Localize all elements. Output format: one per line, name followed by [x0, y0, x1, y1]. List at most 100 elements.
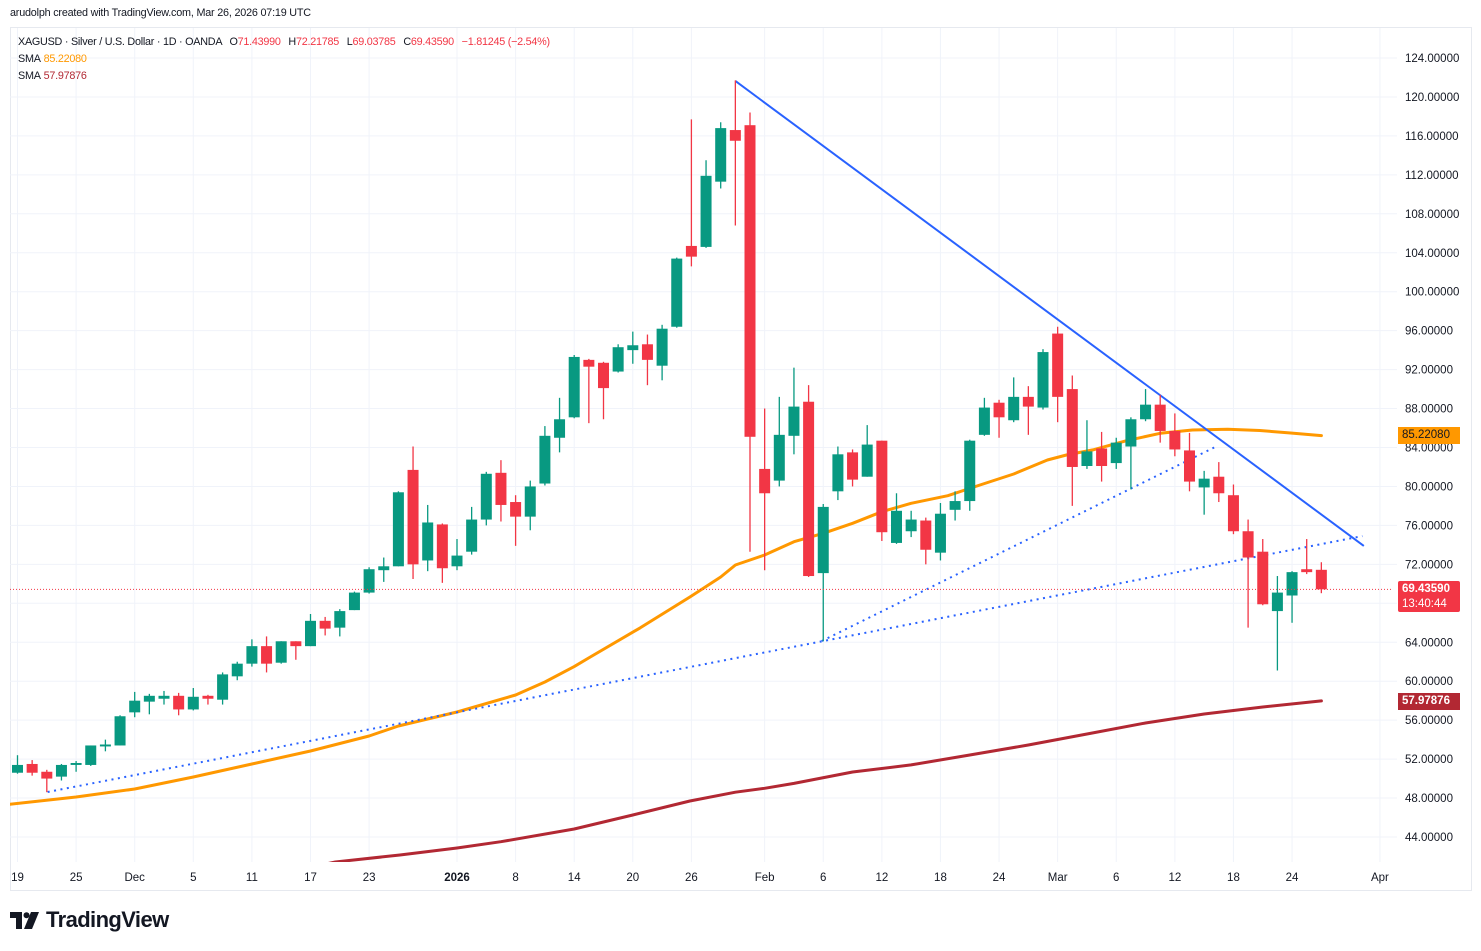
time-tick-label: 14 [568, 872, 581, 884]
price-tick-label: 112.00000 [1405, 170, 1459, 182]
time-tick-label: 12 [875, 872, 888, 884]
candle-body [803, 401, 815, 577]
candle-body [1257, 551, 1269, 605]
candle [1154, 394, 1166, 443]
close-value: 69.43590 [410, 36, 454, 48]
candle [715, 122, 727, 189]
candle-body [1315, 569, 1327, 590]
candle-body [817, 506, 829, 574]
candle [685, 119, 697, 267]
candle [700, 160, 712, 248]
indicator-name: SMA [18, 53, 41, 65]
price-axis: 124.00000 120.00000 116.00000 112.00000 108.… [1405, 53, 1459, 844]
candle [466, 506, 478, 555]
candle [847, 449, 859, 487]
candle-body [1198, 478, 1210, 488]
candle [876, 440, 888, 541]
candle [246, 639, 258, 667]
candle-body [158, 695, 170, 699]
candlestick-series [12, 80, 1327, 793]
candle-body [187, 696, 199, 710]
candle-body [422, 522, 434, 561]
candle [568, 354, 580, 419]
candle-body [275, 641, 287, 663]
candle-body [627, 345, 639, 351]
candle [114, 715, 126, 746]
moving-average-layer [10, 427, 1323, 862]
candle [392, 491, 404, 567]
price-tick-label: 56.00000 [1405, 715, 1453, 727]
candle-body [12, 764, 23, 773]
candle-body [1052, 333, 1064, 397]
candle-body [510, 502, 522, 517]
candle-body [1154, 404, 1166, 431]
price-tick-label: 124.00000 [1405, 53, 1459, 65]
candle-body [861, 444, 873, 477]
ohlc-close: C69.43590 [403, 36, 454, 48]
candle [158, 690, 170, 705]
ohlc-open: O71.43990 [229, 36, 280, 48]
time-tick-label: 26 [685, 872, 698, 884]
candle [1242, 519, 1254, 628]
candle-body [744, 125, 756, 437]
candle [1037, 349, 1049, 410]
candle-body [656, 328, 668, 366]
candle-body [1110, 442, 1122, 464]
tradingview-logo-text: TradingView [46, 907, 169, 932]
candle [803, 385, 815, 578]
candle-body [934, 513, 946, 553]
candle [788, 367, 800, 455]
candle [55, 763, 67, 781]
time-tick-label: 18 [934, 872, 947, 884]
candle-body [41, 771, 53, 779]
sma-fast-price-label: 85.22080 [1398, 427, 1460, 444]
candle [1257, 539, 1269, 606]
time-tick-label: 23 [363, 872, 376, 884]
candle-body [891, 510, 902, 543]
candle [231, 661, 243, 681]
candle [319, 616, 331, 636]
candle [1213, 462, 1225, 503]
price-tick-label: 64.00000 [1405, 637, 1453, 649]
candle-body [964, 440, 976, 502]
candle-body [26, 763, 38, 773]
candle [773, 396, 785, 487]
last-price-label: 69.43590 13:40:44 [1398, 581, 1460, 612]
candle [627, 331, 639, 364]
candle [1125, 417, 1137, 490]
tradingview-logo-link[interactable]: TradingView [10, 906, 169, 934]
open-value: 71.43990 [237, 36, 281, 48]
price-tick-label: 44.00000 [1405, 832, 1453, 844]
price-tick-label: 92.00000 [1405, 365, 1453, 377]
candle [744, 112, 756, 552]
candle-body [524, 486, 536, 517]
candle-body [1169, 430, 1181, 450]
candle [934, 503, 946, 561]
candle-body [1022, 396, 1034, 407]
candle [905, 510, 917, 538]
candle-body [290, 641, 302, 647]
time-tick-label: 8 [512, 872, 518, 884]
candle-body [715, 128, 727, 182]
candle-body [1081, 451, 1093, 467]
high-label: H [288, 36, 296, 48]
candle-body [598, 362, 609, 389]
candle-body [173, 695, 185, 710]
dotted-trendline [47, 535, 1363, 793]
candle [26, 760, 38, 776]
tradingview-logo-icon [10, 911, 39, 929]
price-tick-label: 76.00000 [1405, 520, 1453, 532]
candle-body [495, 472, 507, 505]
candle [729, 80, 741, 226]
time-tick-label: 24 [1286, 872, 1299, 884]
chart-frame [10, 27, 1472, 891]
candle [363, 567, 375, 594]
price-tick-label: 52.00000 [1405, 754, 1453, 766]
candle-body [671, 258, 683, 327]
candle [143, 693, 155, 715]
candle-body [949, 501, 961, 510]
time-tick-label: Mar [1048, 872, 1068, 884]
sma-fast-line [10, 427, 1323, 806]
candle-body [231, 663, 243, 677]
candle [671, 257, 683, 328]
